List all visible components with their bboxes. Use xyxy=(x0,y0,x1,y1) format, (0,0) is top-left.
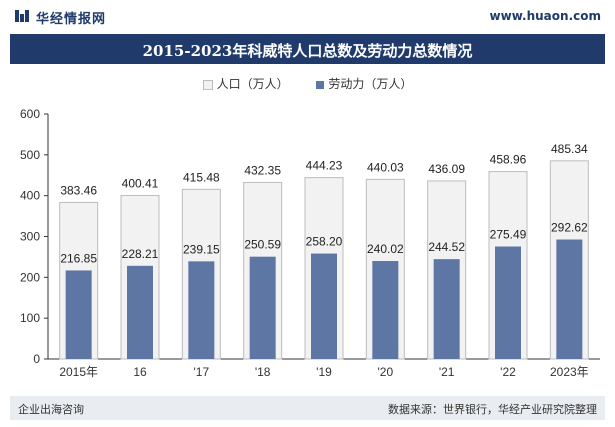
x-tick-label: '19 xyxy=(316,365,332,379)
data-label-labor: 228.21 xyxy=(122,247,159,261)
data-label-labor: 275.49 xyxy=(490,228,527,242)
data-label-population: 383.46 xyxy=(60,183,97,197)
data-label-population: 436.09 xyxy=(428,162,465,176)
data-label-labor: 216.85 xyxy=(60,251,97,265)
legend-swatch-labor xyxy=(316,80,325,89)
data-label-labor: 244.52 xyxy=(428,240,465,254)
bar-labor xyxy=(249,256,276,359)
title-band: 2015-2023年科威特人口总数及劳动力总数情况 xyxy=(10,34,605,64)
data-label-population: 444.23 xyxy=(306,159,343,173)
data-label-labor: 240.02 xyxy=(367,242,404,256)
footer-left: 企业出海咨询 xyxy=(18,403,84,416)
x-tick-label: 2015年 xyxy=(59,365,98,379)
x-tick-label: '21 xyxy=(439,365,455,379)
brand-logo-icon xyxy=(15,10,29,22)
data-label-population: 400.41 xyxy=(122,176,159,190)
chart-area: 0 100 200 300 400 500 600 383.46 216.85 2015年 400.… xyxy=(20,107,600,379)
y-tick-label: 500 xyxy=(20,148,40,162)
bar-labor xyxy=(372,260,399,359)
x-tick-label: '18 xyxy=(255,365,271,379)
x-tick-label: '20 xyxy=(378,365,394,379)
data-label-labor: 239.15 xyxy=(183,242,220,256)
data-label-population: 485.34 xyxy=(551,142,588,156)
y-tick-label: 300 xyxy=(20,230,40,244)
data-label-labor: 250.59 xyxy=(244,238,281,252)
x-tick-label: '22 xyxy=(500,365,516,379)
x-tick-label: '17 xyxy=(194,365,210,379)
data-label-labor: 292.62 xyxy=(551,221,588,235)
bar-labor xyxy=(127,265,153,359)
data-label-population: 458.96 xyxy=(490,153,527,167)
bar-labor xyxy=(495,246,521,359)
bar-labor xyxy=(556,239,583,359)
top-bar: 华经情报网 www.huaon.com xyxy=(0,0,615,34)
y-tick-label: 200 xyxy=(20,270,40,284)
bar-labor xyxy=(65,270,92,359)
data-label-population: 415.48 xyxy=(183,170,220,184)
site-url[interactable]: www.huaon.com xyxy=(489,9,601,23)
bar-labor xyxy=(188,261,215,359)
chart-title: 2015-2023年科威特人口总数及劳动力总数情况 xyxy=(142,42,473,60)
footer-source: 数据来源：世界银行，华经产业研究院整理 xyxy=(388,403,597,416)
y-tick-label: 100 xyxy=(20,311,40,325)
legend-label-population: 人口（万人） xyxy=(216,77,289,91)
legend: 人口（万人） 劳动力（万人） xyxy=(0,75,615,92)
y-tick-label: 0 xyxy=(33,352,40,366)
footer: 企业出海咨询 数据来源：世界银行，华经产业研究院整理 xyxy=(10,396,605,420)
legend-item-population: 人口（万人） xyxy=(202,75,289,92)
data-label-population: 440.03 xyxy=(367,160,404,174)
data-label-population: 432.35 xyxy=(244,163,281,177)
brand-name: 华经情报网 xyxy=(36,12,107,27)
bar-labor xyxy=(311,253,337,359)
legend-item-labor: 劳动力（万人） xyxy=(316,75,412,92)
data-label-labor: 258.20 xyxy=(306,235,343,249)
x-tick-label: 16 xyxy=(133,365,147,379)
legend-swatch-population xyxy=(202,79,213,90)
legend-label-labor: 劳动力（万人） xyxy=(328,77,413,91)
y-tick-label: 400 xyxy=(20,189,40,203)
bar-labor xyxy=(433,259,460,359)
y-tick-label: 600 xyxy=(20,107,40,121)
x-tick-label: 2023年 xyxy=(550,365,589,379)
